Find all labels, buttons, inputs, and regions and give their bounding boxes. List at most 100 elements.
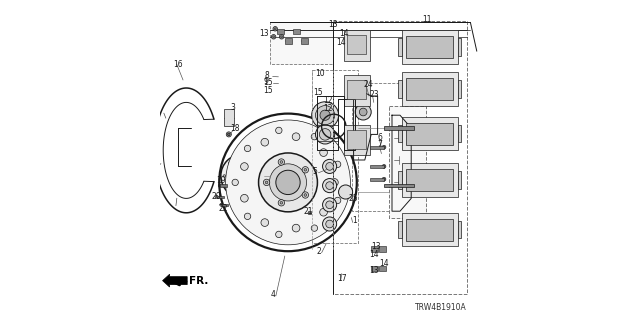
Circle shape: [382, 177, 386, 181]
Bar: [402, 163, 458, 197]
Text: 6: 6: [378, 133, 383, 142]
Text: 10: 10: [315, 69, 325, 78]
Circle shape: [261, 138, 269, 146]
Text: 13: 13: [371, 242, 381, 251]
Text: 3: 3: [230, 103, 236, 112]
Text: 1: 1: [352, 216, 356, 225]
Text: 13: 13: [370, 266, 380, 275]
Bar: [371, 246, 378, 252]
Circle shape: [351, 84, 362, 95]
Circle shape: [382, 145, 386, 149]
Circle shape: [240, 185, 245, 190]
Circle shape: [323, 159, 337, 173]
Bar: [352, 83, 408, 211]
Circle shape: [218, 184, 221, 187]
Bar: [370, 165, 384, 168]
Bar: [224, 109, 234, 126]
Bar: [216, 196, 224, 198]
Circle shape: [248, 166, 250, 168]
Text: 14: 14: [370, 250, 380, 259]
Bar: [380, 246, 385, 252]
Bar: [458, 80, 461, 98]
Text: 24: 24: [364, 80, 373, 89]
Bar: [220, 184, 227, 187]
Circle shape: [273, 36, 275, 38]
Circle shape: [260, 175, 262, 177]
Circle shape: [280, 161, 283, 163]
Circle shape: [312, 102, 339, 129]
Circle shape: [323, 198, 337, 212]
Bar: [380, 266, 385, 271]
FancyArrow shape: [163, 274, 187, 287]
Circle shape: [227, 132, 232, 137]
Circle shape: [351, 133, 362, 145]
Circle shape: [276, 170, 300, 195]
Circle shape: [223, 175, 226, 177]
Circle shape: [275, 28, 276, 30]
Circle shape: [241, 195, 248, 202]
Circle shape: [330, 179, 338, 186]
Bar: [347, 130, 366, 149]
Circle shape: [360, 108, 367, 116]
Text: 17: 17: [338, 274, 348, 283]
Circle shape: [326, 220, 333, 228]
Circle shape: [230, 179, 232, 180]
Circle shape: [335, 197, 341, 204]
Circle shape: [220, 203, 223, 206]
Circle shape: [228, 133, 230, 136]
Bar: [308, 211, 311, 214]
Circle shape: [326, 182, 333, 189]
Bar: [221, 204, 228, 206]
Bar: [402, 213, 458, 246]
Text: 21: 21: [303, 207, 313, 216]
Text: 9: 9: [264, 77, 269, 86]
Circle shape: [357, 134, 370, 147]
Text: 11: 11: [422, 15, 432, 24]
Circle shape: [252, 177, 256, 182]
Circle shape: [311, 133, 317, 140]
Circle shape: [228, 162, 231, 164]
Bar: [402, 30, 458, 64]
Circle shape: [264, 179, 270, 186]
Bar: [344, 75, 370, 106]
Circle shape: [235, 166, 237, 168]
Circle shape: [241, 193, 244, 196]
Circle shape: [242, 187, 244, 188]
Circle shape: [276, 127, 282, 134]
Circle shape: [241, 163, 248, 170]
Text: 22: 22: [219, 204, 228, 213]
Circle shape: [265, 181, 268, 184]
Bar: [370, 178, 384, 181]
Text: 20: 20: [211, 192, 221, 201]
Circle shape: [236, 169, 250, 183]
Circle shape: [323, 217, 337, 231]
Circle shape: [320, 149, 328, 156]
Circle shape: [254, 162, 257, 164]
Circle shape: [304, 194, 307, 196]
Bar: [388, 106, 426, 218]
Bar: [285, 38, 292, 44]
Text: 14: 14: [337, 38, 346, 47]
Bar: [406, 219, 453, 241]
Circle shape: [241, 156, 244, 159]
Bar: [347, 80, 366, 99]
Circle shape: [278, 159, 285, 165]
Bar: [406, 78, 453, 100]
Text: 25: 25: [349, 194, 358, 203]
Circle shape: [292, 224, 300, 232]
Bar: [277, 29, 284, 34]
Bar: [312, 70, 358, 243]
Circle shape: [351, 39, 362, 51]
Circle shape: [269, 164, 307, 201]
Circle shape: [254, 188, 257, 190]
Circle shape: [311, 225, 317, 231]
Circle shape: [412, 125, 417, 131]
Text: 5: 5: [312, 167, 317, 176]
Bar: [398, 80, 402, 98]
Bar: [458, 221, 461, 238]
Text: 2: 2: [317, 247, 321, 256]
Circle shape: [276, 231, 282, 237]
Bar: [384, 184, 415, 187]
Bar: [406, 169, 453, 191]
Circle shape: [259, 153, 317, 212]
